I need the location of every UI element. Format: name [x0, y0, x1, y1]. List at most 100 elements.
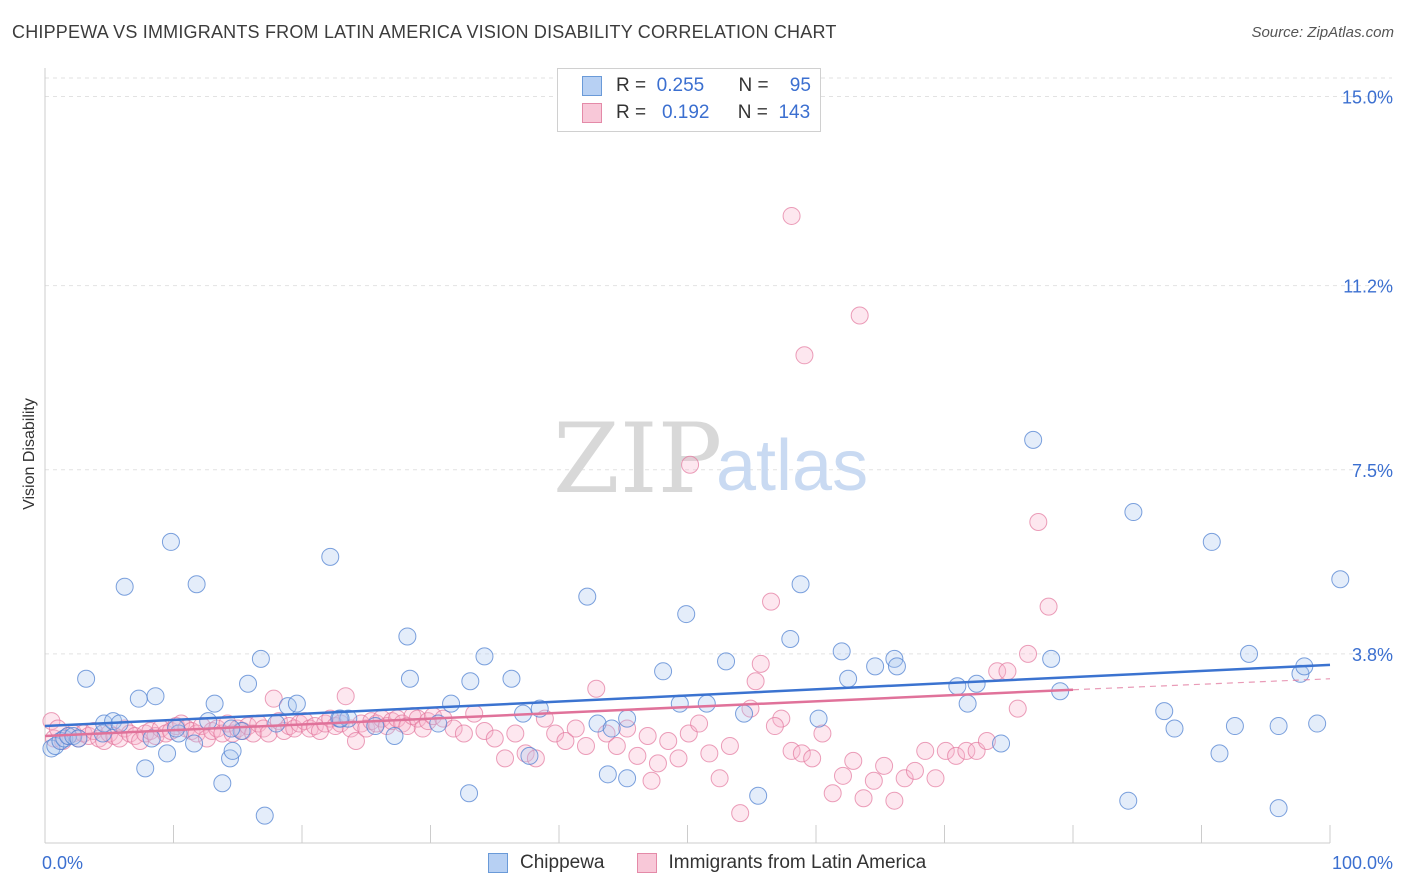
data-point-immigrants [346, 731, 365, 750]
legend-n-value: 143 [778, 102, 811, 123]
data-point-chippewa [1165, 719, 1184, 738]
data-point-immigrants [957, 741, 976, 760]
data-point-chippewa [832, 642, 851, 661]
data-point-immigrants [998, 662, 1017, 681]
data-point-chippewa [205, 694, 224, 713]
legend-swatch-chippewa [488, 853, 508, 873]
gridlines [45, 77, 1392, 655]
data-point-immigrants [905, 761, 924, 780]
data-point-chippewa [475, 647, 494, 666]
legend-label-chippewa: Chippewa [520, 852, 605, 873]
data-point-immigrants [454, 724, 473, 743]
legend-box: R = 0.255 N = 95 R = 0.192 N = 143 [557, 68, 821, 132]
data-point-chippewa [520, 746, 539, 765]
data-point-immigrants [885, 791, 904, 810]
data-point-immigrants [546, 724, 565, 743]
data-point-immigrants [875, 756, 894, 775]
watermark-zip: ZIP [553, 403, 722, 515]
data-point-immigrants [576, 736, 595, 755]
y-axis-label: Vision Disability [21, 398, 38, 510]
data-point-immigrants [947, 746, 966, 765]
data-point-chippewa [129, 689, 148, 708]
data-point-chippewa [239, 674, 258, 693]
data-point-chippewa [460, 784, 479, 803]
legend-item-immigrants: Immigrants from Latin America [636, 852, 926, 874]
data-point-chippewa [602, 719, 621, 738]
data-point-chippewa [839, 669, 858, 688]
legend-row-chippewa: R = 0.255 N = 95 [582, 75, 811, 97]
trend-line-chippewa [44, 663, 1331, 728]
legend-n-label: N = [737, 102, 768, 123]
data-point-immigrants [762, 592, 781, 611]
y-tick-label: 3.8% [1352, 645, 1393, 665]
data-point-immigrants [485, 729, 504, 748]
data-point-chippewa [1042, 649, 1061, 668]
data-point-chippewa [213, 774, 232, 793]
data-point-chippewa [255, 806, 274, 825]
data-point-chippewa [654, 662, 673, 681]
data-point-immigrants [638, 727, 657, 746]
data-point-immigrants [765, 717, 784, 736]
data-point-chippewa [677, 605, 696, 624]
x-tick-labels: 0.0% 100.0% [42, 853, 1393, 873]
data-point-chippewa [146, 687, 165, 706]
data-point-chippewa [958, 694, 977, 713]
data-point-immigrants [607, 736, 626, 755]
data-point-immigrants [1008, 699, 1027, 718]
data-point-immigrants [659, 731, 678, 750]
data-point-immigrants [850, 306, 869, 325]
data-point-chippewa [588, 714, 607, 733]
data-point-chippewa [735, 704, 754, 723]
data-point-immigrants [506, 724, 525, 743]
legend-item-chippewa: Chippewa [488, 852, 605, 874]
y-tick-label: 11.2% [1343, 277, 1393, 297]
legend-swatch-immigrants [636, 853, 657, 873]
trend-line-immigrants-extension [1072, 678, 1331, 691]
data-point-chippewa [697, 694, 716, 713]
data-point-immigrants [854, 789, 873, 808]
data-point-immigrants [833, 766, 852, 785]
data-point-chippewa [717, 652, 736, 671]
data-point-chippewa [221, 749, 240, 768]
data-point-chippewa [1225, 717, 1244, 736]
data-point-chippewa [161, 532, 180, 551]
data-point-chippewa [46, 736, 65, 755]
data-point-chippewa [1119, 791, 1138, 810]
data-point-chippewa [187, 575, 206, 594]
data-point-immigrants [1039, 597, 1058, 616]
trend-line-immigrants [44, 688, 1074, 738]
data-point-immigrants [203, 722, 222, 741]
data-point-immigrants [618, 719, 637, 738]
data-point-chippewa [618, 709, 637, 728]
y-tick-label: 7.5% [1352, 461, 1393, 481]
data-point-immigrants [587, 679, 606, 698]
legend-n-value: 95 [789, 75, 811, 96]
data-point-chippewa [578, 587, 597, 606]
data-point-chippewa [670, 694, 689, 713]
data-point-chippewa [185, 734, 204, 753]
data-point-immigrants [556, 731, 575, 750]
watermark-atlas: atlas [716, 426, 868, 506]
data-point-chippewa [267, 714, 286, 733]
data-point-chippewa [400, 669, 419, 688]
data-point-immigrants [669, 749, 688, 768]
data-point-immigrants [710, 769, 729, 788]
legend-row-immigrants: R = 0.192 N = 143 [582, 102, 810, 124]
data-point-immigrants [566, 719, 585, 738]
data-point-chippewa [136, 759, 155, 778]
data-point-chippewa [115, 577, 134, 596]
data-point-immigrants [681, 455, 700, 474]
data-point-chippewa [398, 627, 417, 646]
data-point-immigrants [916, 741, 935, 760]
chart-title: CHIPPEWA VS IMMIGRANTS FROM LATIN AMERIC… [12, 22, 837, 42]
data-point-chippewa [887, 657, 906, 676]
data-point-chippewa [618, 769, 637, 788]
data-point-immigrants [772, 709, 791, 728]
data-point-immigrants [926, 769, 945, 788]
data-point-immigrants [895, 769, 914, 788]
data-point-immigrants [795, 346, 814, 365]
data-point-chippewa [781, 629, 800, 648]
data-point-chippewa [1269, 799, 1288, 818]
data-point-chippewa [1124, 503, 1143, 522]
